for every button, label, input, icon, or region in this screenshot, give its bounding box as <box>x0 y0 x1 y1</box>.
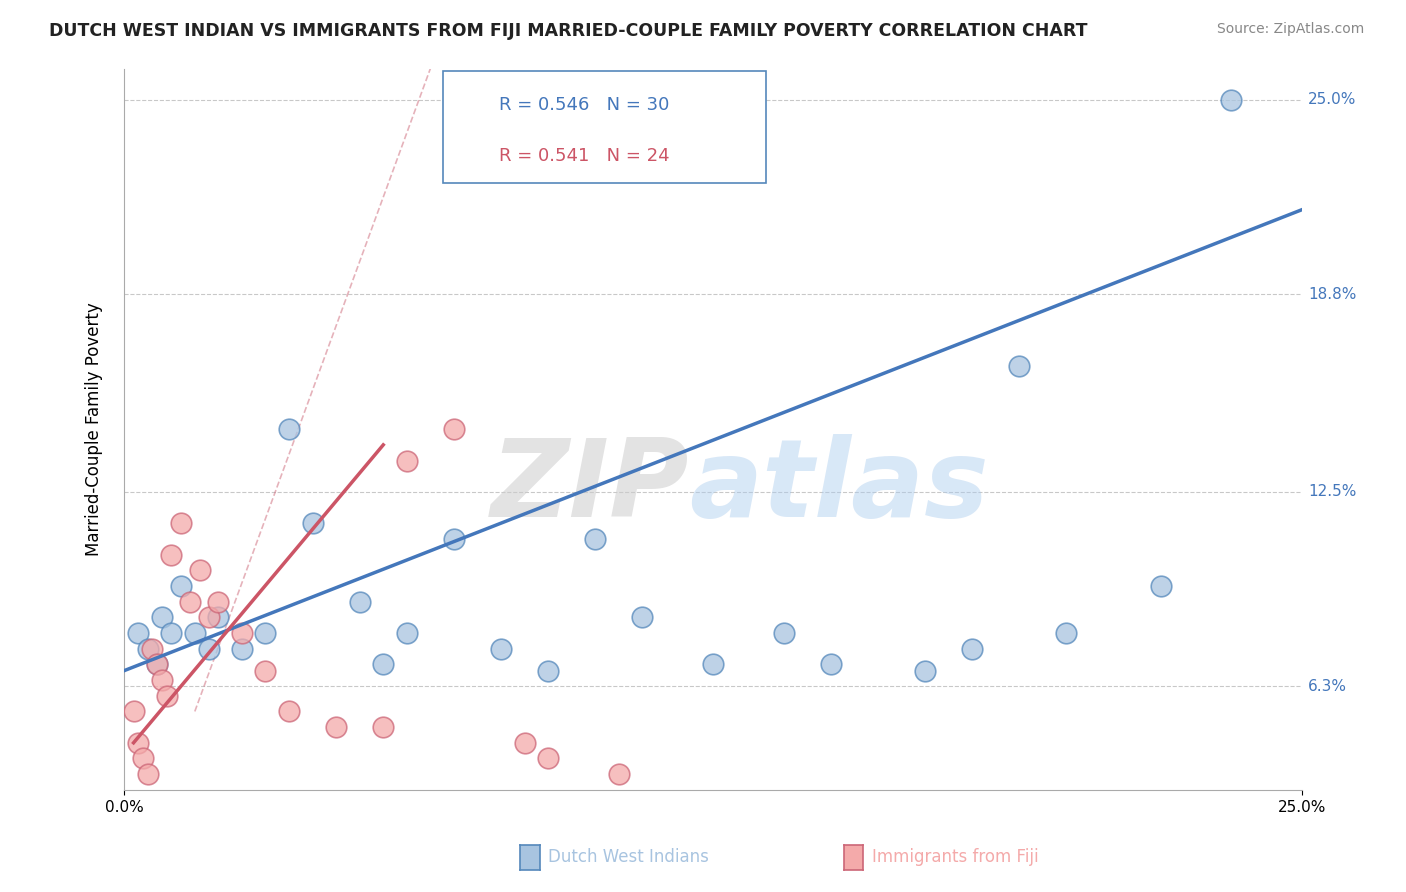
Point <box>301 516 323 531</box>
Point <box>820 657 842 672</box>
Point <box>136 767 159 781</box>
Point <box>489 641 512 656</box>
Point <box>513 736 536 750</box>
Point <box>207 595 229 609</box>
Point <box>1008 359 1031 374</box>
Point <box>772 626 794 640</box>
Point <box>150 673 173 687</box>
Point <box>184 626 207 640</box>
Point <box>207 610 229 624</box>
Text: Dutch West Indians: Dutch West Indians <box>548 848 709 866</box>
Point <box>170 579 193 593</box>
Point <box>960 641 983 656</box>
Point <box>607 767 630 781</box>
Point <box>170 516 193 531</box>
Point <box>198 641 221 656</box>
Point <box>160 626 183 640</box>
Text: R = 0.546   N = 30: R = 0.546 N = 30 <box>499 95 669 113</box>
Point <box>395 626 418 640</box>
Point <box>583 532 606 546</box>
Point <box>136 641 159 656</box>
Y-axis label: Married-Couple Family Poverty: Married-Couple Family Poverty <box>86 302 103 556</box>
Point <box>155 689 177 703</box>
Point <box>395 453 418 467</box>
Point <box>1054 626 1077 640</box>
Point <box>278 422 301 436</box>
Point <box>150 610 173 624</box>
Point <box>278 705 301 719</box>
Point <box>1220 93 1243 107</box>
Point <box>537 751 560 765</box>
Point <box>631 610 654 624</box>
Point <box>349 595 371 609</box>
Point <box>146 657 169 672</box>
Text: R = 0.541   N = 24: R = 0.541 N = 24 <box>499 147 669 165</box>
Text: 12.5%: 12.5% <box>1308 484 1357 500</box>
Point <box>373 720 395 734</box>
Point <box>122 705 145 719</box>
Point <box>141 641 163 656</box>
Text: 6.3%: 6.3% <box>1308 679 1347 694</box>
Point <box>254 626 277 640</box>
Point <box>914 664 936 678</box>
Point <box>443 422 465 436</box>
Text: Source: ZipAtlas.com: Source: ZipAtlas.com <box>1216 22 1364 37</box>
Point <box>254 664 277 678</box>
Point <box>373 657 395 672</box>
Point <box>231 641 253 656</box>
Text: 18.8%: 18.8% <box>1308 287 1357 301</box>
Text: DUTCH WEST INDIAN VS IMMIGRANTS FROM FIJI MARRIED-COUPLE FAMILY POVERTY CORRELAT: DUTCH WEST INDIAN VS IMMIGRANTS FROM FIJ… <box>49 22 1088 40</box>
Text: 25.0%: 25.0% <box>1308 93 1357 107</box>
Point <box>231 626 253 640</box>
Point <box>537 664 560 678</box>
Text: ZIP: ZIP <box>491 434 689 540</box>
Point <box>132 751 155 765</box>
Point <box>198 610 221 624</box>
Point <box>160 548 183 562</box>
Point <box>179 595 201 609</box>
Point <box>443 532 465 546</box>
Point <box>188 563 211 577</box>
Point <box>127 736 149 750</box>
Point <box>325 720 347 734</box>
Point <box>1150 579 1173 593</box>
Text: Immigrants from Fiji: Immigrants from Fiji <box>872 848 1039 866</box>
Point <box>127 626 149 640</box>
Point <box>702 657 724 672</box>
Point <box>146 657 169 672</box>
Text: atlas: atlas <box>689 434 990 540</box>
